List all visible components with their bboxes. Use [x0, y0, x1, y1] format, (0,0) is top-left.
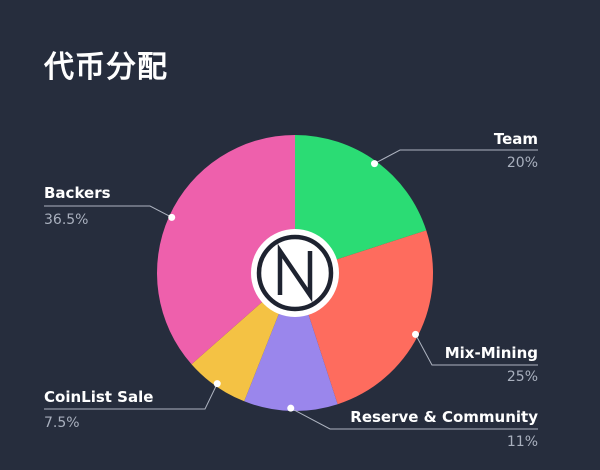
slice-label-coinlist-sale: CoinList Sale	[44, 388, 153, 406]
slice-value-reserve-community: 11%	[507, 434, 538, 450]
leader-line-team	[374, 149, 538, 165]
nym-logo-icon	[251, 229, 339, 317]
label-leaders	[44, 149, 538, 430]
slice-reserve-community	[244, 273, 338, 411]
slice-team	[295, 135, 427, 273]
leader-dot-mix-mining	[411, 330, 419, 338]
leader-line-backers	[44, 205, 172, 218]
leader-line-mix-mining	[415, 334, 538, 366]
slice-value-team: 20%	[507, 155, 538, 171]
leader-dot-team	[370, 160, 378, 168]
page-title: 代币分配	[44, 50, 168, 85]
slice-label-mix-mining: Mix-Mining	[445, 344, 538, 362]
slice-value-coinlist-sale: 7.5%	[44, 415, 80, 431]
slice-value-backers: 36.5%	[44, 212, 88, 228]
leader-line-reserve-community	[290, 407, 538, 430]
leader-dot-reserve-community	[287, 404, 295, 412]
leader-dot-backers	[168, 213, 176, 221]
slice-value-mix-mining: 25%	[507, 369, 538, 385]
leader-line-coinlist-sale	[44, 383, 218, 410]
slice-label-team: Team	[494, 130, 538, 148]
slice-backers	[156, 135, 295, 365]
slice-label-backers: Backers	[44, 184, 111, 202]
pie-slices	[156, 135, 433, 411]
leader-dot-coinlist-sale	[213, 380, 221, 388]
slice-labels: Team 20% Mix-Mining 25% Reserve & Community 1…	[44, 130, 538, 450]
slice-label-reserve-community: Reserve & Community	[350, 408, 538, 426]
